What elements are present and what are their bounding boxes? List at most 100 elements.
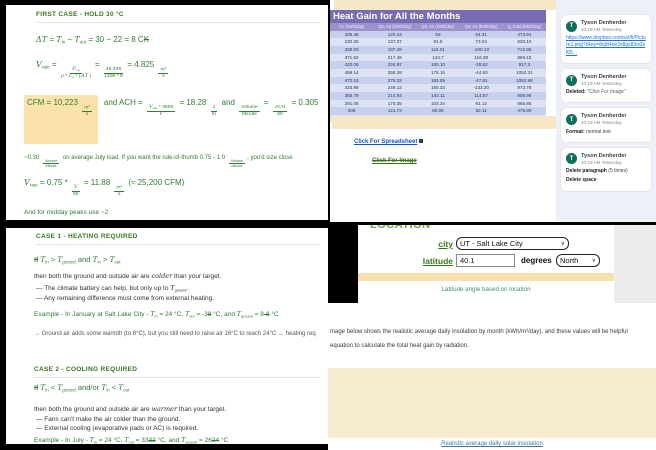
heat-cell: 137.07: [387, 39, 402, 45]
form-accent-strip: [358, 273, 614, 281]
column-header: Q_total (kWh/day): [502, 23, 546, 31]
city-select[interactable]: UT - Salt Lake City ∨: [456, 237, 569, 250]
comment-author: Tyson Denherder: [581, 113, 627, 120]
avatar: T: [566, 74, 577, 86]
equation-delta-t: ΔT = Tin − Tout = 30 − 22 = 8 CK: [36, 35, 150, 45]
comment-text: normal text: [584, 128, 611, 135]
location-form: LOCATION city UT - Salt Lake City ∨ lati…: [358, 225, 614, 303]
latitude-caption: Latitude angle based on location: [441, 286, 531, 293]
heat-cell: 144.7: [432, 54, 444, 60]
chevron-down-icon: ∨: [591, 258, 596, 264]
formulas-document: FIRST CASE - HOLD 30 °C ΔT = Tin − Tout …: [0, 0, 328, 225]
section-divider: [36, 244, 320, 245]
comment-marker-icon: [419, 139, 424, 144]
case1-example: Example - In January at Salt Lake City -…: [34, 310, 279, 319]
heat-cell: 94.31: [475, 31, 487, 37]
page-band-bottom: [332, 116, 556, 129]
heat-cell: 928.10: [517, 39, 532, 45]
description-line1: mage below shows the realistic average d…: [330, 329, 628, 335]
equation-vrate: Vrate = Pmg ρ * Cp * | ΔT | = 46,339 1206 …: [36, 60, 169, 80]
document-page: FIRST CASE - HOLD 30 °C ΔT = Tin − Tout …: [6, 5, 328, 220]
city-label[interactable]: city: [438, 239, 453, 249]
page-band-top: [334, 0, 556, 10]
heat-cell: 276.32: [387, 77, 402, 83]
description-line2: equation to calculate the total heat gai…: [330, 343, 469, 349]
comment-timestamp: 10:19 AM Yesterday: [581, 26, 622, 32]
heat-header-row: A1 (kWh/day) Q2, A2 (kWh/day) Q3, A3 (kWh/…: [330, 23, 546, 31]
heat-cell: 473.91: [517, 31, 532, 37]
column-header: Q3, A3 (kWh/day): [416, 23, 460, 31]
comment-link[interactable]: https://www.dropbox.com/scl/fi/Picture1.…: [566, 35, 646, 56]
heat-cell: -44.60: [474, 70, 488, 76]
heat-row: 291.06 170.35 103.34 91.12 865.86: [330, 99, 546, 108]
dark-margin: [328, 225, 358, 303]
heat-cell: 124.01: [430, 47, 445, 53]
comment-text: Delete paragraph: [566, 168, 607, 175]
comment-card[interactable]: T Tyson Denherder 10:19 AM Yesterday https:…: [561, 15, 651, 63]
heat-cell: 371.62: [344, 54, 359, 60]
comment-author: Tyson Denherder: [581, 20, 627, 26]
equation-ach: and ACH = Vrate * 3600 V = 18.28 1 hr and …: [103, 98, 319, 118]
image-link-line: Click For Image: [372, 158, 417, 164]
case1-bullet-external: — Any remaining difference must come fro…: [36, 295, 214, 302]
heat-cell: 973.76: [517, 85, 532, 91]
comment-timestamp: 10:19 AM Yesterday: [581, 120, 622, 126]
column-header: Q4, A4 (kWh/day): [459, 23, 503, 31]
heat-row: 425.98 249.12 160.34 -133.20 973.76: [330, 84, 546, 92]
spreadsheet-link-line: Click For Spreadsheet: [354, 139, 424, 145]
heat-cell: 234.97: [387, 62, 402, 68]
equation-vrate-75: Vrate = 0.75 * V 60 = 11.88 m3 s (≈ 25,200…: [24, 178, 185, 198]
heat-cell: -47.81: [474, 77, 488, 83]
heat-cell: 712.86: [517, 47, 532, 53]
note-midday-peaks: And for midday peaks use ~2: [24, 209, 109, 216]
document-page: CASE 1 - HEATING REQUIRED If Tin > Tgrou…: [6, 228, 328, 444]
heat-cell: -100.13: [473, 47, 489, 53]
latitude-input[interactable]: [456, 254, 515, 267]
comment-text: (5 times): [606, 168, 628, 175]
heat-cell: 103.34: [430, 100, 445, 106]
heat-row: 356.79 214.94 142.11 114.87 808.96: [330, 91, 546, 100]
heat-cell: 80.06: [432, 108, 444, 114]
case2-bullet-fans: — Fans can't make the air colder than th…: [36, 416, 181, 423]
insolation-caption-link[interactable]: Realistic average daily solar insolation: [441, 441, 543, 447]
heat-cell: 475.80: [517, 108, 532, 114]
heat-cell: 73.04: [475, 39, 487, 45]
comment-card[interactable]: T Tyson Denherder 10:19 AM Yesterday Delete…: [561, 68, 651, 103]
comment-body: Deleted: "Click For Image": [566, 89, 646, 96]
heat-cell: 176.16: [430, 70, 445, 76]
heat-cell: 1052.31: [516, 70, 533, 76]
case2-then: then both the ground and outside air are…: [34, 405, 227, 413]
chevron-down-icon: ∨: [560, 241, 565, 247]
heat-cell: 205.48: [344, 31, 359, 37]
heat-cell: 121.73: [387, 108, 402, 114]
equation-cfm-ach: CFM = 10,223 m3 s and ACH = Vrate * 3600 V…: [24, 95, 318, 144]
spreadsheet-link[interactable]: Click For Spreadsheet: [354, 139, 418, 145]
comment-timestamp: 10:19 AM Yesterday: [581, 80, 622, 86]
comment-text: "Click For Image": [585, 89, 626, 96]
comment-text: Deleted:: [566, 89, 586, 96]
heat-gain-table: A1 (kWh/day) Q2, A2 (kWh/day) Q3, A3 (kWh/…: [330, 23, 546, 123]
comment-card-list: T Tyson Denherder 10:19 AM Yesterday https:…: [556, 15, 656, 191]
case2-heading: CASE 2 - COOLING REQUIRED: [34, 366, 138, 373]
direction-select[interactable]: North ∨: [556, 254, 600, 267]
comment-body: https://www.dropbox.com/scl/fi/Picture1.…: [566, 35, 646, 57]
insolation-panel: Realistic average daily solar insolation…: [328, 368, 656, 438]
heat-cell: 214.94: [387, 93, 402, 99]
heat-row: 472.16 276.32 182.05 -47.81 1082.88: [330, 76, 546, 85]
comment-body: Format: normal text: [566, 129, 646, 136]
image-link-deleted[interactable]: Click For Image: [372, 158, 417, 164]
heat-cell: 182.05: [430, 77, 445, 83]
latitude-label[interactable]: latitude: [422, 256, 453, 266]
heat-cell: 120.24: [387, 31, 402, 37]
heat-cell: 249.12: [387, 85, 402, 91]
section-heading: FIRST CASE - HOLD 30 °C: [36, 11, 124, 18]
section-divider: [36, 22, 320, 23]
heat-gain-panel: Heat Gain for All the Months A1 (kWh/day…: [328, 0, 656, 225]
heat-cell: 258.28: [387, 70, 402, 76]
comment-card[interactable]: T Tyson Denherder 10:19 AM Yesterday Delete…: [561, 147, 651, 191]
comment-card[interactable]: T Tyson Denherder 10:19 AM Yesterday Format…: [561, 108, 651, 142]
gray-margin: [614, 225, 656, 303]
avatar: T: [566, 20, 577, 32]
degrees-label: degrees: [521, 256, 552, 265]
heat-cell: 217.48: [387, 54, 402, 60]
